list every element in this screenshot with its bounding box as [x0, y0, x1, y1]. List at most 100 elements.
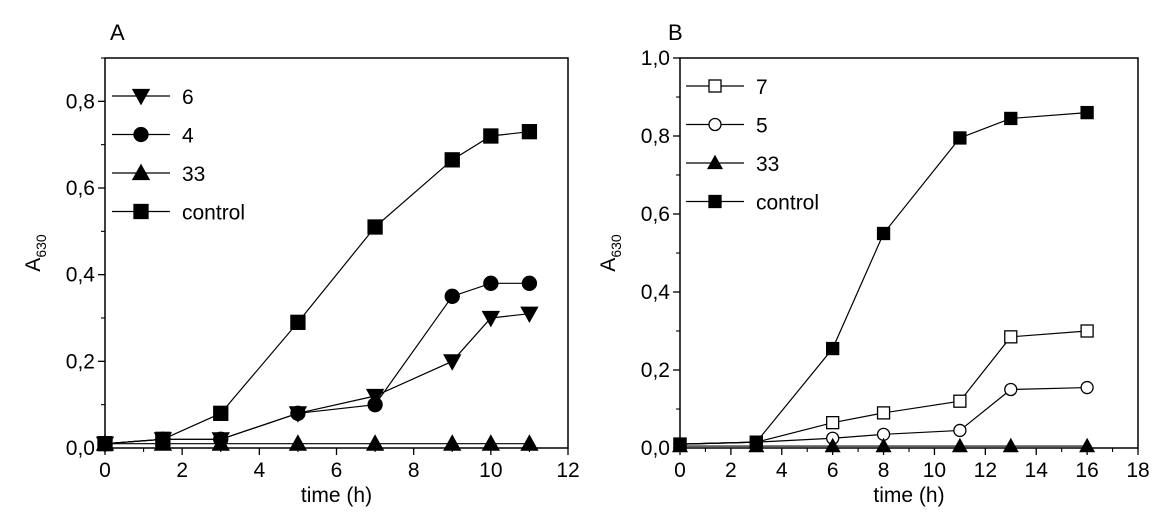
data-point-a-1 [444, 288, 460, 304]
y-tick-label-b: 0,0 [641, 437, 670, 460]
data-point-a-2 [365, 434, 385, 451]
data-point-a-3 [367, 219, 383, 235]
data-point-a-2 [211, 434, 230, 451]
plot-frame-a [104, 57, 569, 449]
data-point-a-3 [444, 152, 460, 168]
series-line-b-0 [679, 330, 1088, 445]
plot-frame-b [679, 57, 1139, 449]
legend-marker-a-2 [131, 163, 151, 181]
x-tick-label-b: 2 [725, 459, 737, 482]
data-point-a-3 [521, 124, 538, 140]
y-tick-label-a: 0,6 [66, 177, 95, 200]
data-point-b-0 [953, 394, 967, 408]
y-tick-label-b: 0,6 [641, 203, 670, 226]
data-point-b-3 [826, 341, 840, 356]
x-tick-label-b: 4 [776, 459, 788, 482]
x-tick-label-a: 2 [176, 459, 188, 482]
panel-letter-b: B [668, 20, 683, 45]
legend-marker-a-1 [133, 126, 149, 143]
data-point-a-3 [155, 431, 171, 447]
x-tick-label-a: 8 [408, 459, 420, 482]
y-axis-title-a: A630 [22, 234, 49, 272]
x-tick-label-a: 0 [99, 459, 111, 482]
x-tick-label-a: 6 [331, 459, 343, 482]
data-point-b-1 [1004, 382, 1018, 397]
data-point-a-1 [521, 275, 538, 291]
data-point-b-1 [953, 423, 967, 438]
legend-label-b-1: 5 [756, 115, 768, 138]
data-point-b-0 [1080, 324, 1094, 338]
y-tick-label-a: 0,2 [66, 350, 95, 373]
y-tick-label-b: 0,2 [641, 359, 670, 382]
panel-letter-a: A [110, 20, 125, 45]
legend-label-b-3: control [756, 192, 819, 215]
x-tick-label-b: 12 [974, 459, 997, 482]
data-point-b-0 [826, 415, 840, 430]
data-point-a-3 [483, 128, 499, 144]
legend-label-b-0: 7 [756, 76, 768, 99]
data-point-a-2 [520, 434, 539, 451]
data-point-b-2 [1079, 437, 1096, 453]
data-point-a-3 [213, 405, 229, 421]
data-point-a-0 [443, 354, 462, 371]
y-tick-label-b: 1,0 [641, 47, 670, 70]
x-tick-label-b: 10 [923, 459, 946, 482]
y-tick-label-a: 0,4 [66, 264, 96, 287]
legend-label-a-0: 6 [182, 86, 194, 109]
x-tick-label-a: 10 [479, 459, 502, 482]
x-tick-label-b: 14 [1025, 459, 1049, 482]
x-tick-label-a: 12 [556, 459, 579, 482]
y-tick-label-a: 0,0 [66, 437, 95, 460]
data-point-b-2 [1002, 437, 1019, 453]
series-line-a-1 [104, 282, 530, 445]
x-axis-title-a: time (h) [301, 484, 372, 507]
data-point-b-3 [953, 131, 967, 145]
data-point-b-1 [1080, 380, 1094, 395]
x-axis-title-b: time (h) [873, 484, 944, 507]
y-tick-label-b: 0,8 [641, 125, 670, 148]
y-axis-title-main-b: A [597, 258, 620, 272]
series-line-b-3 [679, 112, 1088, 445]
data-point-b-2 [951, 437, 968, 453]
data-point-a-3 [290, 314, 306, 330]
y-axis-title-sub-a: 630 [33, 234, 49, 258]
legend-marker-b-0 [708, 79, 722, 93]
legend-label-a-2: 33 [182, 163, 205, 186]
legend-marker-b-2 [706, 154, 724, 170]
x-tick-label-b: 6 [827, 459, 839, 482]
data-point-b-2 [824, 437, 841, 453]
data-point-a-1 [367, 397, 383, 413]
data-point-b-2 [875, 437, 892, 453]
data-point-a-0 [481, 310, 500, 328]
data-point-a-2 [288, 434, 308, 451]
series-line-a-3 [104, 131, 530, 445]
x-tick-label-b: 8 [878, 459, 890, 482]
data-point-a-1 [290, 405, 306, 421]
y-axis-title-main-a: A [22, 258, 45, 272]
legend-marker-a-3 [133, 203, 149, 220]
y-axis-title-b: A630 [597, 234, 624, 272]
legend-marker-b-1 [708, 117, 722, 132]
data-point-b-3 [1080, 105, 1094, 120]
data-point-b-3 [749, 435, 763, 449]
data-point-b-3 [1004, 111, 1018, 126]
y-tick-label-a: 0,8 [66, 90, 95, 113]
data-point-a-2 [481, 434, 500, 451]
data-point-a-0 [520, 306, 539, 324]
legend-label-b-2: 33 [756, 153, 779, 176]
x-tick-label-a: 4 [253, 459, 265, 482]
y-axis-title-sub-b: 630 [608, 234, 624, 258]
y-tick-label-b: 0,4 [641, 281, 671, 304]
legend-label-a-3: control [182, 202, 245, 225]
data-point-b-0 [876, 406, 891, 420]
x-tick-label-b: 0 [674, 459, 686, 482]
series-line-a-0 [104, 313, 530, 445]
data-point-a-1 [483, 275, 499, 291]
legend-marker-b-3 [708, 194, 722, 209]
data-point-a-0 [365, 388, 385, 406]
data-point-b-0 [1004, 330, 1018, 344]
data-point-b-3 [673, 437, 687, 451]
data-point-b-3 [876, 226, 891, 241]
